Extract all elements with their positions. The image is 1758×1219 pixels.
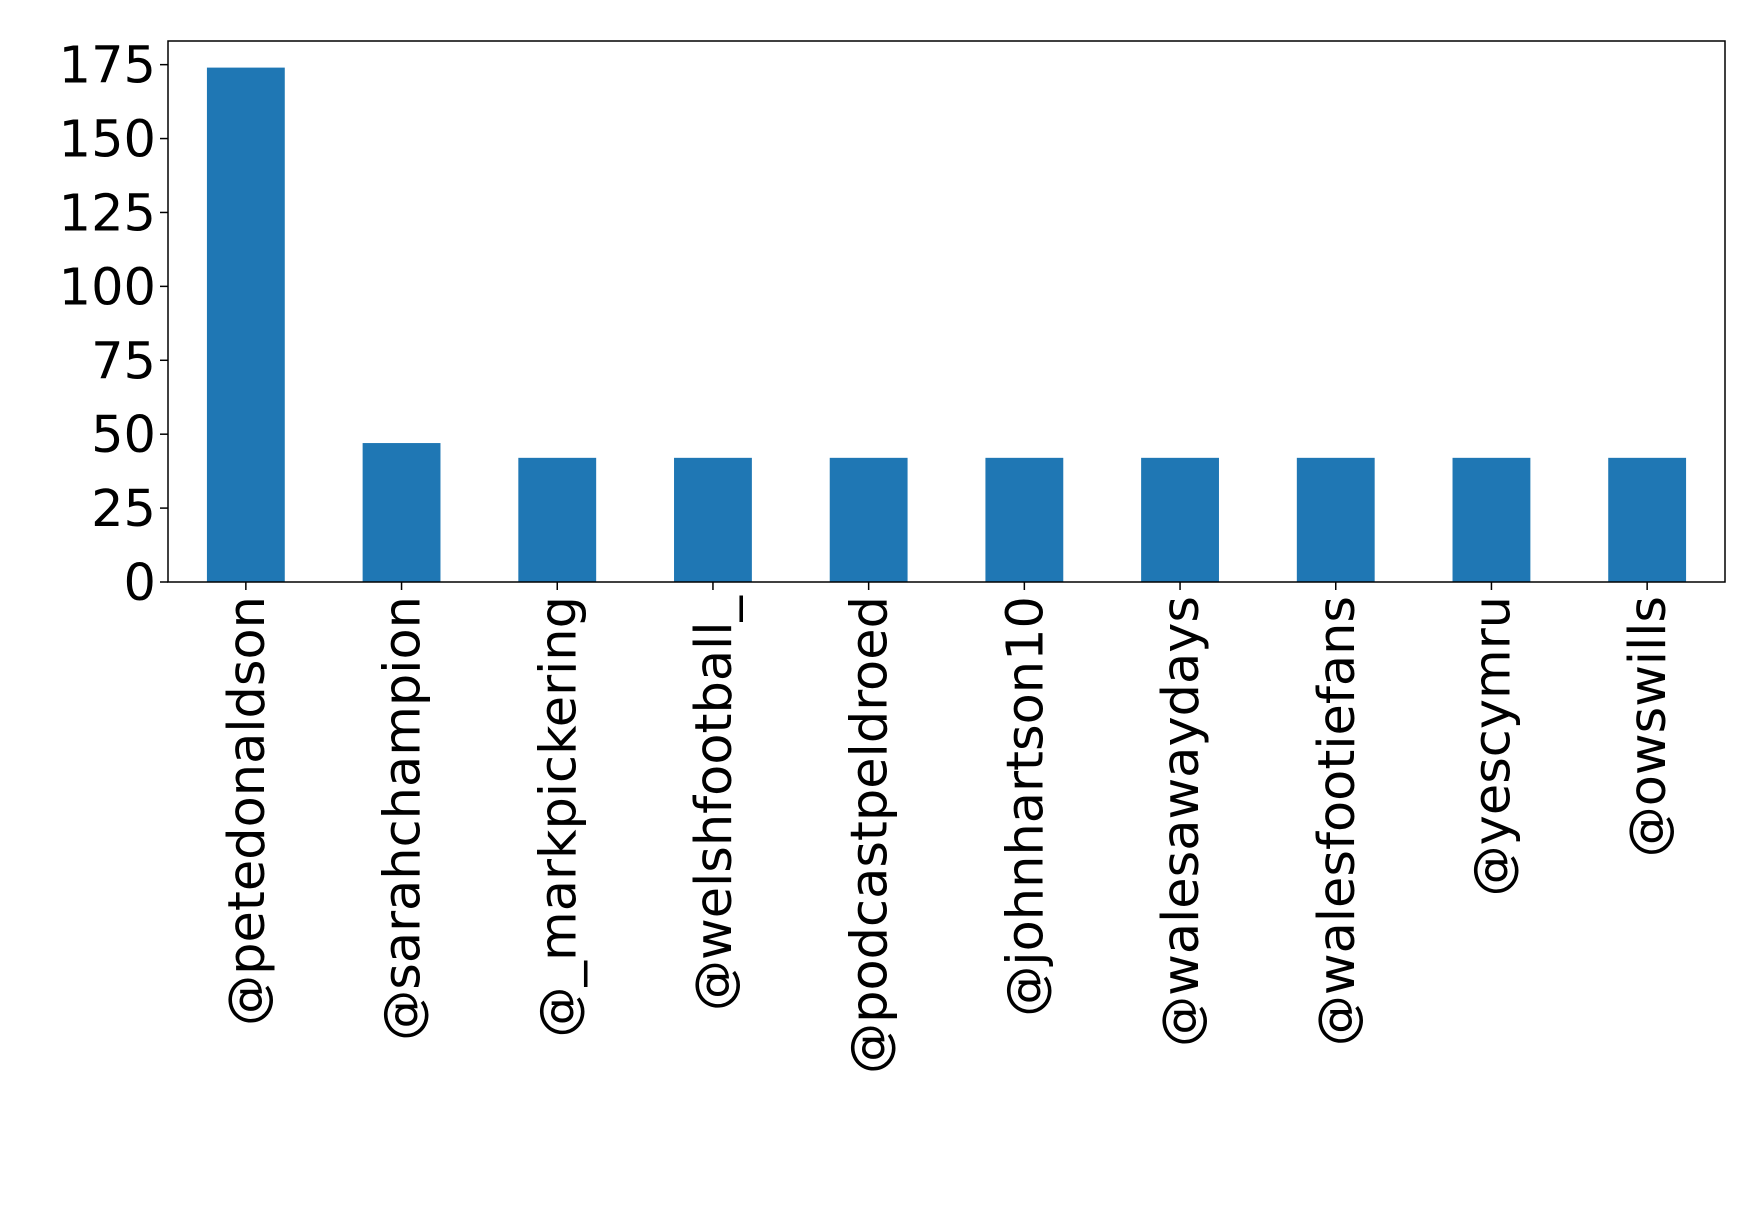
bar-petedonaldson xyxy=(206,67,285,582)
y-tick-label: 125 xyxy=(59,184,156,243)
x-axis: @petedonaldson @sarahchampion @_markpicker… xyxy=(218,582,1678,1074)
x-tick-label: @owswills xyxy=(1619,596,1678,857)
x-tick-label: @petedonaldson xyxy=(218,596,277,1026)
y-tick-label: 150 xyxy=(59,111,156,170)
bar-walesawaydays xyxy=(1141,457,1219,582)
plot-frame xyxy=(167,40,1726,583)
y-axis: 0 25 50 75 100 125 150 175 xyxy=(59,37,168,613)
bar-welshfootball xyxy=(674,457,752,582)
bar-johnhartson10 xyxy=(985,457,1064,582)
x-tick-label: @welshfootball_ xyxy=(685,596,744,1011)
y-tick-label: 50 xyxy=(91,406,156,465)
bar-owswills xyxy=(1608,457,1687,582)
x-tick-label: @yescymru xyxy=(1463,596,1522,896)
x-tick-label: @walesfootiefans xyxy=(1308,596,1367,1046)
x-tick-label: @_markpickering xyxy=(529,596,588,1037)
y-tick-label: 0 xyxy=(124,554,156,613)
bar-yescymru xyxy=(1452,457,1531,582)
x-tick-label: @podcastpeldroed xyxy=(841,596,900,1074)
bars-group xyxy=(206,67,1687,582)
bar-podcastpeldroed xyxy=(829,457,908,582)
y-tick-label: 25 xyxy=(91,480,156,539)
bar-walesfootiefans xyxy=(1296,457,1375,582)
bar-sarahchampion xyxy=(362,443,441,582)
y-tick-label: 175 xyxy=(59,37,156,96)
x-tick-label: @johnhartson10 xyxy=(996,596,1055,1017)
x-tick-label: @walesawaydays xyxy=(1152,596,1211,1047)
x-tick-label: @sarahchampion xyxy=(374,596,433,1041)
y-tick-label: 75 xyxy=(91,332,156,391)
bar-markpickering xyxy=(518,457,597,582)
y-tick-label: 100 xyxy=(59,258,156,317)
